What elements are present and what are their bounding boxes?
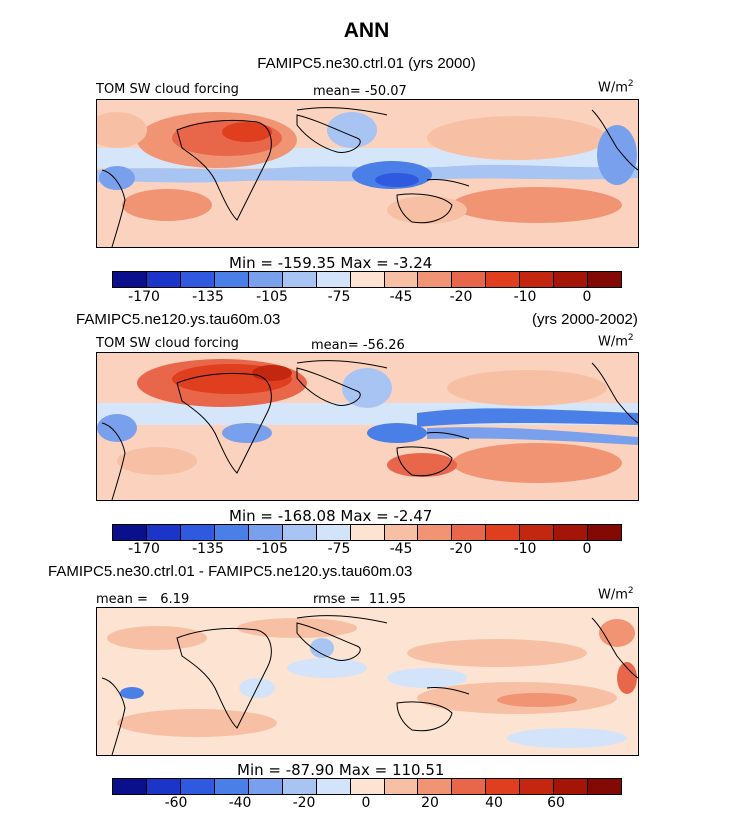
panel1-map: [96, 99, 639, 248]
panel3-colorbar-tick: -60: [164, 795, 188, 811]
panel1-colorbar-tick: -105: [256, 289, 288, 305]
panel3-rmse-label: rmse = 11.95: [313, 592, 407, 607]
panel2-minmax: Min = -168.08 Max = -2.47: [229, 507, 433, 525]
panel1-colorbar: [112, 271, 622, 288]
page-title: ANN: [343, 19, 390, 42]
panel1-colorbar-tick: -45: [389, 289, 413, 305]
panel3-case-title: FAMIPC5.ne30.ctrl.01 - FAMIPC5.ne120.ys.…: [48, 563, 413, 580]
panel1-colorbar-tick: -170: [128, 289, 160, 305]
panel3-colorbar-tick: 0: [361, 795, 371, 811]
panel3-colorbar-tick: -20: [292, 795, 316, 811]
panel2-colorbar-tick: -10: [513, 541, 537, 557]
panel2-colorbar-tick: -75: [327, 541, 351, 557]
panel2-years: (yrs 2000-2002): [532, 311, 638, 328]
panel2-colorbar-tick: -45: [389, 541, 413, 557]
panel3-map: [96, 607, 639, 756]
panel1-colorbar-tick: -135: [192, 289, 224, 305]
panel2-case-title: FAMIPC5.ne120.ys.tau60m.03: [76, 311, 281, 328]
panel2-map: [96, 352, 639, 501]
panel1-mean-label: mean= -50.07: [313, 84, 407, 99]
panel2-colorbar-tick: -170: [128, 541, 160, 557]
panel3-colorbar-tick: 20: [421, 795, 439, 811]
panel2-colorbar-tick: 0: [582, 541, 592, 557]
panel1-units: W/m2: [598, 79, 634, 96]
panel3-colorbar-tick: 40: [485, 795, 503, 811]
panel3-colorbar: [112, 778, 622, 795]
panel3-colorbar-tick: 60: [547, 795, 565, 811]
panel2-colorbar: [112, 524, 622, 541]
panel2-colorbar-tick: -135: [192, 541, 224, 557]
panel2-colorbar-tick: -20: [449, 541, 473, 557]
panel1-colorbar-tick: -75: [327, 289, 351, 305]
panel2-field-label: TOM SW cloud forcing: [96, 336, 239, 351]
panel3-minmax: Min = -87.90 Max = 110.51: [237, 761, 445, 779]
panel3-colorbar-tick: -40: [228, 795, 252, 811]
panel1-colorbar-tick: -20: [449, 289, 473, 305]
panel3-mean-label: mean = 6.19: [96, 592, 190, 607]
panel1-colorbar-tick: 0: [582, 289, 592, 305]
panel3-units: W/m2: [598, 586, 634, 603]
panel2-mean-label: mean= -56.26: [311, 338, 405, 353]
panel2-colorbar-tick: -105: [256, 541, 288, 557]
panel1-field-label: TOM SW cloud forcing: [96, 82, 239, 97]
panel1-case-title: FAMIPC5.ne30.ctrl.01 (yrs 2000): [257, 55, 476, 72]
panel1-minmax: Min = -159.35 Max = -3.24: [229, 254, 433, 272]
panel1-colorbar-tick: -10: [513, 289, 537, 305]
panel2-units: W/m2: [598, 333, 634, 350]
